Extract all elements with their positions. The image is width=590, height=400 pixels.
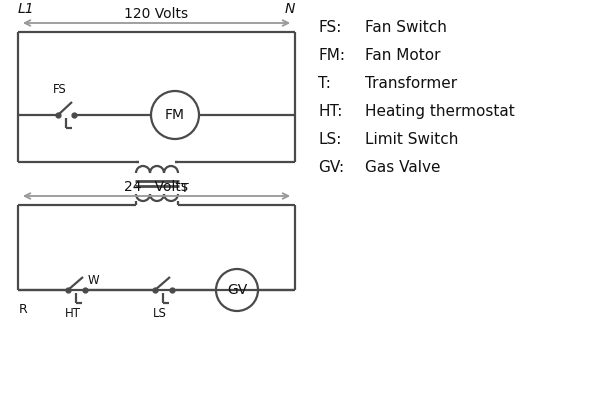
Text: T: T: [181, 182, 189, 195]
Text: GV:: GV:: [318, 160, 344, 175]
Text: L1: L1: [18, 2, 35, 16]
Text: T:: T:: [318, 76, 331, 91]
Text: HT: HT: [65, 307, 81, 320]
Text: Transformer: Transformer: [365, 76, 457, 91]
Text: Heating thermostat: Heating thermostat: [365, 104, 514, 119]
Text: FS: FS: [53, 83, 67, 96]
Text: Limit Switch: Limit Switch: [365, 132, 458, 147]
Text: FS:: FS:: [318, 20, 342, 35]
Text: HT:: HT:: [318, 104, 342, 119]
Text: GV: GV: [227, 283, 247, 297]
Text: Fan Switch: Fan Switch: [365, 20, 447, 35]
Text: FM:: FM:: [318, 48, 345, 63]
Text: N: N: [284, 2, 295, 16]
Text: LS: LS: [153, 307, 167, 320]
Text: 120 Volts: 120 Volts: [124, 7, 189, 21]
Text: 24   Volts: 24 Volts: [124, 180, 188, 194]
Text: R: R: [19, 303, 28, 316]
Text: Fan Motor: Fan Motor: [365, 48, 441, 63]
Text: FM: FM: [165, 108, 185, 122]
Text: W: W: [88, 274, 100, 287]
Text: LS:: LS:: [318, 132, 342, 147]
Text: Gas Valve: Gas Valve: [365, 160, 441, 175]
